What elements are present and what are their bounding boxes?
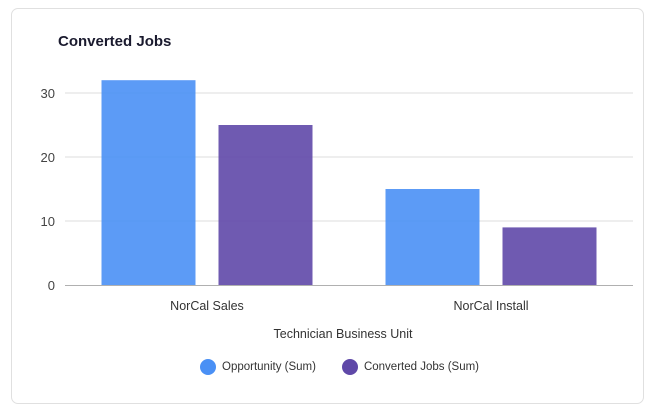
y-tick-label: 20 — [41, 150, 55, 165]
bar-0-1[interactable] — [385, 189, 480, 285]
legend: Opportunity (Sum) Converted Jobs (Sum) — [0, 359, 657, 375]
x-tick-label: NorCal Sales — [170, 299, 244, 313]
y-tick-label: 0 — [48, 278, 55, 293]
x-tick-label: NorCal Install — [453, 299, 528, 313]
legend-swatch-converted-jobs — [341, 359, 358, 375]
x-axis-title: Technician Business Unit — [274, 327, 413, 341]
legend-item-opportunity[interactable]: Opportunity (Sum) — [200, 359, 316, 375]
legend-label: Opportunity (Sum) — [222, 361, 316, 373]
bar-0-0[interactable] — [101, 80, 196, 285]
legend-label: Converted Jobs (Sum) — [363, 361, 479, 373]
chart-title: Converted Jobs — [58, 33, 172, 50]
bar-1-1[interactable] — [502, 227, 597, 285]
legend-swatch-opportunity — [200, 359, 216, 375]
y-tick-label: 10 — [41, 214, 55, 229]
legend-item-converted-jobs[interactable]: Converted Jobs (Sum) — [341, 359, 479, 375]
y-tick-label: 30 — [41, 86, 55, 101]
bar-1-0[interactable] — [218, 125, 313, 285]
